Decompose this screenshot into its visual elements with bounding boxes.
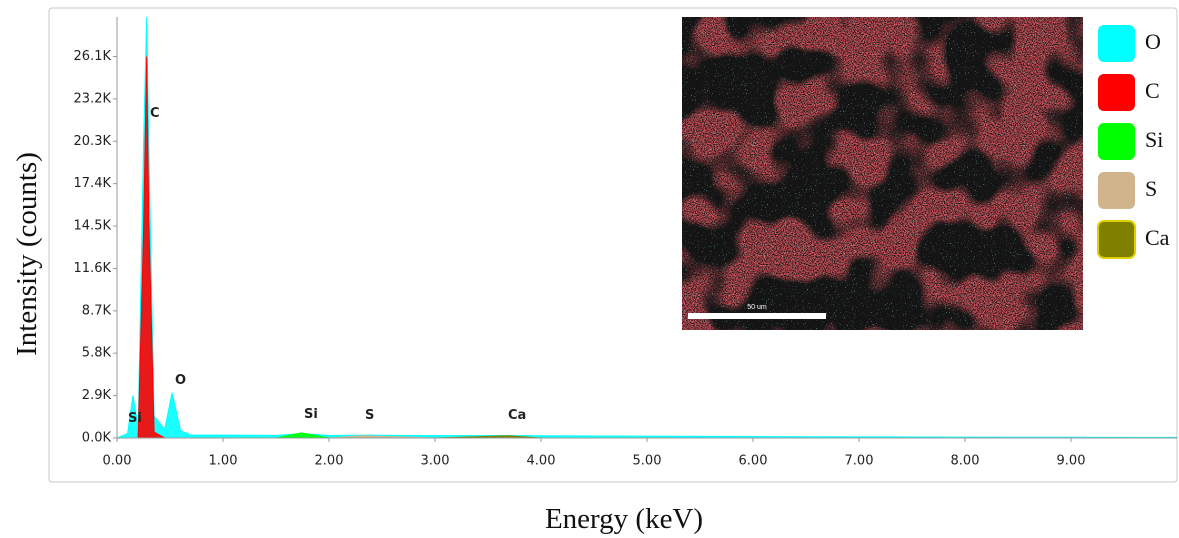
legend-label: S	[1145, 176, 1157, 201]
peak-label: Si	[304, 407, 318, 422]
legend-label: O	[1145, 29, 1161, 54]
x-tick-label: 3.00	[421, 454, 450, 469]
peak-label: Ca	[508, 408, 526, 423]
legend-label: C	[1145, 78, 1160, 103]
x-tick-label: 9.00	[1057, 454, 1086, 469]
legend-swatch	[1098, 123, 1135, 160]
y-tick-label: 2.9K	[82, 388, 112, 403]
x-tick-label: 1.00	[209, 454, 238, 469]
x-tick-label: 2.00	[315, 454, 344, 469]
legend-label: Ca	[1145, 225, 1170, 250]
legend-swatch	[1098, 25, 1135, 62]
legend-swatch	[1098, 172, 1135, 209]
peak-label: O	[175, 373, 186, 388]
y-tick-label: 11.6K	[74, 261, 112, 276]
y-tick-label: 5.8K	[82, 346, 112, 361]
scale-bar	[688, 313, 826, 319]
x-tick-label: 7.00	[845, 454, 874, 469]
peak-label: S	[365, 408, 374, 423]
page: {"chart_data": {"type": "area", "x_label…	[0, 0, 1179, 538]
chart: 50 um Energy (keV) Intensity (counts) 0.…	[0, 0, 1179, 538]
y-tick-label: 20.3K	[74, 134, 112, 149]
x-tick-label: 5.00	[633, 454, 662, 469]
x-tick-label: 0.00	[103, 454, 132, 469]
y-tick-label: 0.0K	[82, 431, 112, 446]
y-tick-label: 26.1K	[74, 49, 112, 64]
y-tick-label: 17.4K	[74, 176, 112, 191]
legend-label: Si	[1145, 127, 1163, 152]
y-tick-label: 14.5K	[74, 219, 112, 234]
x-tick-label: 8.00	[951, 454, 980, 469]
element-map: 50 um	[682, 17, 1083, 330]
peak-label: C	[150, 106, 160, 121]
y-tick-label: 8.7K	[82, 303, 112, 318]
peak-label: Si	[128, 411, 142, 426]
x-tick-label: 4.00	[527, 454, 556, 469]
legend-swatch	[1098, 74, 1135, 111]
map-image	[682, 17, 1083, 330]
x-tick-label: 6.00	[739, 454, 768, 469]
y-tick-label: 23.2K	[74, 91, 112, 106]
x-axis-title: Energy (keV)	[545, 503, 703, 535]
scale-bar-label: 50 um	[747, 304, 767, 311]
legend-swatch	[1098, 221, 1135, 258]
y-axis-title: Intensity (counts)	[11, 152, 43, 356]
